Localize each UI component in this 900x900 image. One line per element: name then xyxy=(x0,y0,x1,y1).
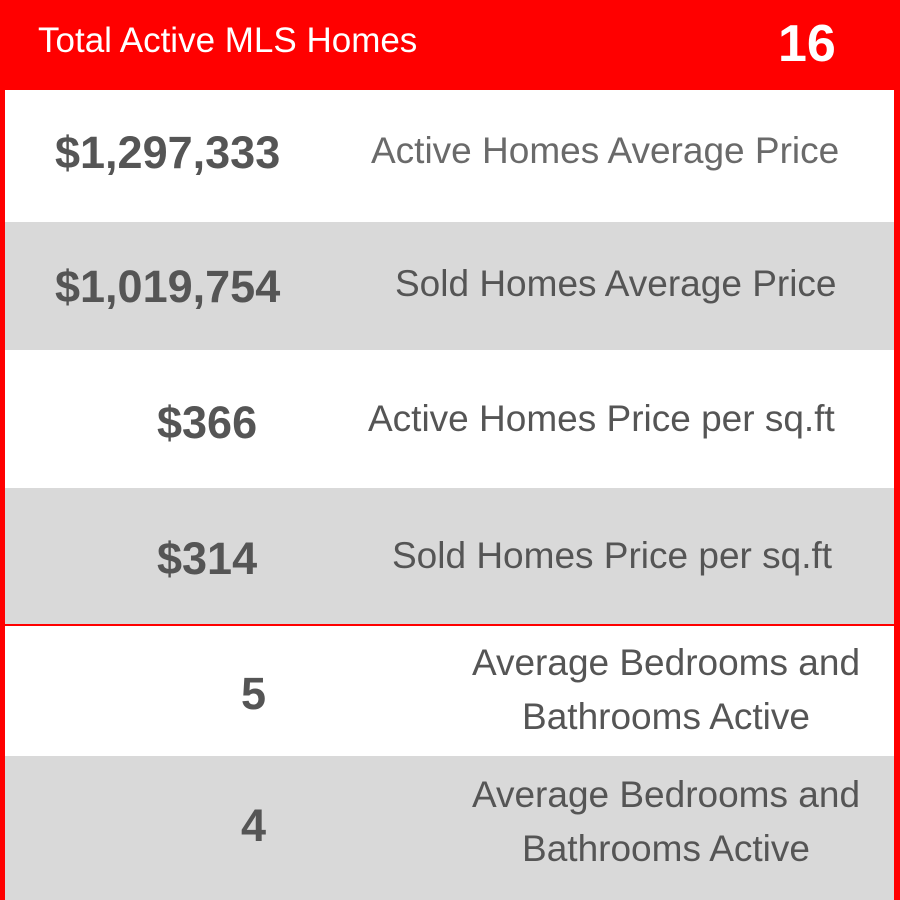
stat-label: Sold Homes Price per sq.ft xyxy=(392,535,833,576)
stat-value: $366 xyxy=(157,397,258,448)
stat-row-active-price-per-sqft: $366 Active Homes Price per sq.ft xyxy=(5,350,894,488)
stat-value: 4 xyxy=(241,800,267,851)
header-title: Total Active MLS Homes xyxy=(38,21,418,60)
stat-value: $1,019,754 xyxy=(55,261,281,312)
stat-value: $1,297,333 xyxy=(55,127,281,178)
stat-label: Average Bedrooms and Bathrooms Active xyxy=(471,642,861,737)
stat-label: Active Homes Average Price xyxy=(371,130,840,171)
stat-row-average-bedrooms-bathrooms-2: 4 Average Bedrooms and Bathrooms Active xyxy=(5,756,894,900)
header-bar: Total Active MLS Homes 16 xyxy=(5,0,894,90)
active-homes-count: 16 xyxy=(778,15,836,73)
stat-label: Active Homes Price per sq.ft xyxy=(368,398,835,439)
section-divider xyxy=(5,624,894,626)
stat-row-active-average-price: $1,297,333 Active Homes Average Price xyxy=(5,90,894,222)
stat-row-sold-price-per-sqft: $314 Sold Homes Price per sq.ft xyxy=(5,488,894,624)
stat-label: Sold Homes Average Price xyxy=(395,263,837,304)
stat-row-average-bedrooms-bathrooms: 5 Average Bedrooms and Bathrooms Active xyxy=(5,626,894,756)
stat-row-sold-average-price: $1,019,754 Sold Homes Average Price xyxy=(5,222,894,350)
stat-value: $314 xyxy=(157,533,258,584)
stat-value: 5 xyxy=(241,668,267,719)
stat-label: Average Bedrooms and Bathrooms Active xyxy=(471,774,861,869)
